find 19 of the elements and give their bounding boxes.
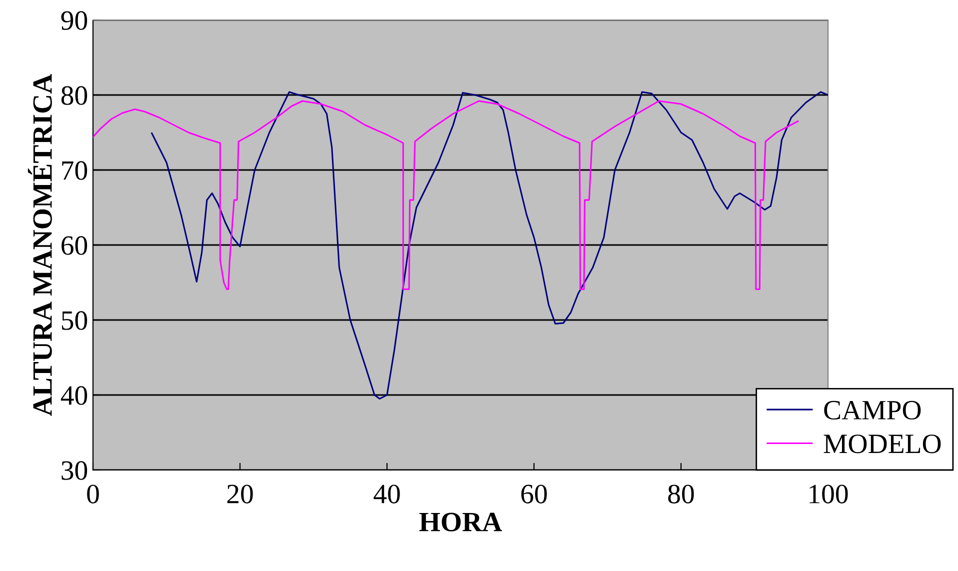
y-tick-label: 80 xyxy=(61,86,88,105)
y-tick-label: 60 xyxy=(62,236,88,255)
x-tick-label: 40 xyxy=(374,484,400,504)
line-series xyxy=(93,100,799,290)
legend-label: CAMPO xyxy=(824,400,921,420)
y-tick-label: 30 xyxy=(62,461,88,480)
x-tick-label: 80 xyxy=(668,484,694,504)
x-tick-label: 100 xyxy=(810,484,848,504)
line-series xyxy=(151,91,828,400)
legend-label: MODELO xyxy=(824,434,941,454)
y-axis-title: ALTURA MANOMÉTRICA xyxy=(28,74,52,416)
x-tick-label: 60 xyxy=(521,484,547,504)
y-tick-label: 50 xyxy=(62,311,88,330)
y-tick-label: 90 xyxy=(61,11,88,30)
x-tick-label: 20 xyxy=(227,484,253,504)
y-tick-label: 40 xyxy=(60,386,88,405)
x-tick-label: 0 xyxy=(87,484,99,504)
y-tick-label: 70 xyxy=(62,161,88,180)
x-axis-title: HORA xyxy=(419,512,502,532)
